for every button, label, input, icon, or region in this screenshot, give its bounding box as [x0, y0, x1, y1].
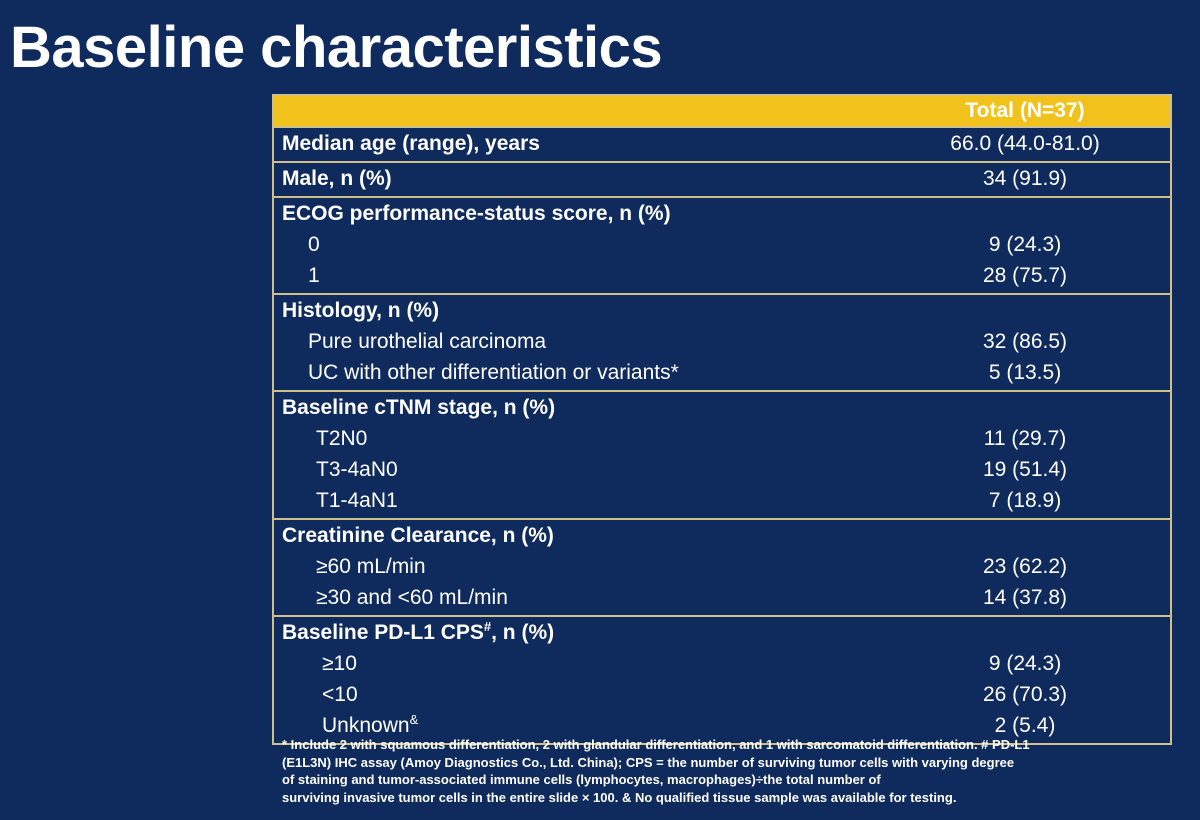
row-label: T3-4aN0 [316, 457, 398, 481]
row-label: Creatinine Clearance, n (%) [282, 523, 554, 547]
table-row: Median age (range), years 66.0 (44.0-81.… [274, 128, 1170, 159]
row-label: Male, n (%) [282, 166, 392, 190]
row-label-suffix: , n (%) [491, 620, 555, 644]
table-row: ECOG performance-status score, n (%) [274, 198, 1170, 229]
row-value: 14 (37.8) [982, 585, 1068, 609]
baseline-table: Total (N=37) Median age (range), years 6… [272, 94, 1172, 745]
row-label: ≥10 [322, 651, 357, 675]
row-label: T1-4aN1 [316, 488, 398, 512]
row-label: ≥60 mL/min [316, 554, 426, 578]
table-row: T3-4aN0 19 (51.4) [274, 454, 1170, 485]
table-row: <10 26 (70.3) [274, 679, 1170, 710]
table-group-age: Median age (range), years 66.0 (44.0-81.… [274, 126, 1170, 161]
table-group-creatinine: Creatinine Clearance, n (%) ≥60 mL/min 2… [274, 518, 1170, 615]
page-title: Baseline characteristics [10, 15, 663, 80]
table-group-pdl1: Baseline PD-L1 CPS#, n (%) ≥10 9 (24.3) … [274, 615, 1170, 743]
table-header-row: Total (N=37) [274, 96, 1170, 126]
row-label: UC with other differentiation or variant… [308, 360, 679, 384]
table-row: Histology, n (%) [274, 295, 1170, 326]
table-group-ctnm: Baseline cTNM stage, n (%) T2N0 11 (29.7… [274, 390, 1170, 518]
row-value: 19 (51.4) [982, 457, 1068, 481]
row-label: Histology, n (%) [282, 298, 440, 322]
table-group-male: Male, n (%) 34 (91.9) [274, 161, 1170, 196]
row-label: Pure urothelial carcinoma [308, 329, 547, 353]
table-row: Creatinine Clearance, n (%) [274, 520, 1170, 551]
row-value: 7 (18.9) [988, 488, 1062, 512]
row-label: Median age (range), years [282, 131, 540, 155]
table-row: ≥60 mL/min 23 (62.2) [274, 551, 1170, 582]
row-value: 32 (86.5) [982, 329, 1068, 353]
row-label: T2N0 [316, 426, 368, 450]
footnote-line: of staining and tumor-associated immune … [282, 772, 881, 787]
footnote: * Include 2 with squamous differentiatio… [282, 736, 1182, 806]
table-row: 0 9 (24.3) [274, 229, 1170, 260]
row-value: 23 (62.2) [982, 554, 1068, 578]
total-column-header: Total (N=37) [965, 99, 1085, 122]
row-value: 11 (29.7) [983, 426, 1067, 450]
row-value: 26 (70.3) [982, 682, 1068, 706]
table-row: ≥30 and <60 mL/min 14 (37.8) [274, 582, 1170, 613]
table-row: Pure urothelial carcinoma 32 (86.5) [274, 326, 1170, 357]
footnote-marker: & [409, 711, 419, 727]
footnote-line: * Include 2 with squamous differentiatio… [282, 737, 1030, 752]
table-row: Baseline PD-L1 CPS#, n (%) [274, 617, 1170, 648]
row-value: 9 (24.3) [988, 232, 1062, 256]
row-value: 28 (75.7) [982, 263, 1068, 287]
table-row: ≥10 9 (24.3) [274, 648, 1170, 679]
row-label: ≥30 and <60 mL/min [316, 585, 508, 609]
row-label: Unknown& [274, 711, 880, 738]
row-label: 0 [308, 232, 320, 256]
row-value: 9 (24.3) [988, 651, 1062, 675]
table-row: Baseline cTNM stage, n (%) [274, 392, 1170, 423]
footnote-line: surviving invasive tumor cells in the en… [282, 789, 957, 805]
footnote-marker: # [483, 618, 492, 634]
row-label-text: Baseline PD-L1 CPS [282, 620, 484, 644]
table-group-ecog: ECOG performance-status score, n (%) 0 9… [274, 196, 1170, 293]
table-row: Male, n (%) 34 (91.9) [274, 163, 1170, 194]
footnote-line: (E1L3N) IHC assay (Amoy Diagnostics Co.,… [282, 754, 1015, 770]
table-row: T1-4aN1 7 (18.9) [274, 485, 1170, 516]
row-label: <10 [322, 682, 358, 706]
table-row: 1 28 (75.7) [274, 260, 1170, 291]
row-value: 5 (13.5) [988, 360, 1062, 384]
row-label: Baseline cTNM stage, n (%) [282, 395, 556, 419]
table-row: T2N0 11 (29.7) [274, 423, 1170, 454]
row-label: Baseline PD-L1 CPS#, n (%) [274, 618, 880, 645]
row-value: 66.0 (44.0-81.0) [950, 131, 1100, 155]
table-row: UC with other differentiation or variant… [274, 357, 1170, 388]
table-row: Unknown& 2 (5.4) [274, 710, 1170, 741]
row-label: ECOG performance-status score, n (%) [282, 201, 671, 225]
row-value: 2 (5.4) [994, 713, 1056, 737]
row-label: 1 [308, 263, 320, 287]
row-value: 34 (91.9) [982, 166, 1068, 190]
table-group-histology: Histology, n (%) Pure urothelial carcino… [274, 293, 1170, 390]
row-label-text: Unknown [322, 713, 410, 737]
